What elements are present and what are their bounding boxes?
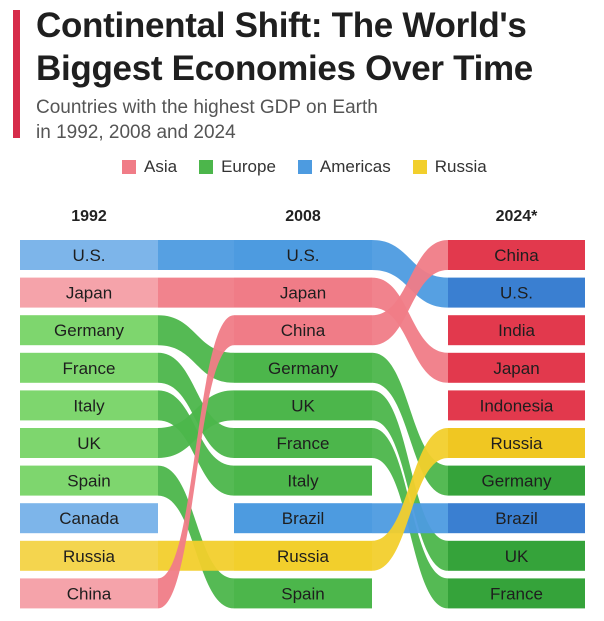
rank-label-1992-france: France	[63, 359, 116, 378]
connector-1992-2008-u-s	[158, 240, 234, 270]
rank-box-2008-italy	[234, 465, 372, 496]
rank-label-2008-france: France	[277, 434, 330, 453]
rank-label-1992-japan: Japan	[66, 284, 112, 303]
rank-box-2024-china	[448, 240, 585, 270]
connector-1992-2008-france	[158, 352, 234, 458]
rank-label-2024-uk: UK	[505, 547, 529, 566]
legend-swatch-asia	[122, 160, 136, 174]
rank-label-2008-germany: Germany	[268, 359, 338, 378]
legend-swatch-europe	[199, 160, 214, 174]
rank-box-1992-canada	[20, 503, 158, 534]
chart-subtitle-line-1: Countries with the highest GDP on Earth	[36, 97, 378, 118]
rank-box-1992-france	[20, 352, 158, 383]
chart-subtitle: Countries with the highest GDP on Earth …	[36, 95, 436, 146]
chart-title-line-2: Biggest Economies Over Time	[36, 49, 533, 89]
connector-1992-2008-spain	[158, 465, 234, 609]
connector-2008-2024-china	[372, 240, 448, 346]
legend-label-europe: Europe	[221, 157, 276, 176]
rank-box-2024-indonesia	[448, 390, 585, 421]
rank-label-1992-canada: Canada	[59, 509, 119, 528]
connector-2008-2024-brazil	[372, 503, 448, 534]
rank-box-2008-spain	[234, 578, 372, 609]
rank-label-1992-russia: Russia	[63, 547, 116, 566]
rank-label-2008-uk: UK	[291, 396, 315, 415]
legend-item-asia: Asia	[122, 157, 177, 177]
legend-item-americas: Americas	[297, 157, 391, 177]
rank-label-2024-russia: Russia	[491, 434, 544, 453]
rank-box-2008-france	[234, 428, 372, 458]
rank-label-1992-china: China	[67, 584, 112, 603]
rank-box-2008-u-s	[234, 240, 372, 270]
rank-label-2024-india: India	[498, 321, 535, 340]
connector-1992-2008-china	[158, 315, 234, 609]
rank-label-2024-brazil: Brazil	[495, 509, 538, 528]
rank-label-2008-italy: Italy	[287, 472, 319, 491]
legend-label-asia: Asia	[144, 157, 178, 176]
rank-label-2024-france: France	[490, 584, 543, 603]
rank-box-2024-brazil	[448, 503, 585, 534]
connector-1992-2008-italy	[158, 390, 234, 496]
rank-label-2024-indonesia: Indonesia	[480, 396, 554, 415]
rank-box-2024-japan	[448, 352, 585, 383]
rank-box-1992-u-s	[20, 240, 158, 270]
rank-label-2008-china: China	[281, 321, 326, 340]
rank-box-2008-germany	[234, 352, 372, 383]
connector-1992-2008-russia	[158, 540, 234, 571]
rank-box-1992-russia	[20, 540, 158, 571]
rank-box-2008-uk	[234, 390, 372, 421]
chart-subtitle-line-2: in 1992, 2008 and 2024	[36, 122, 236, 144]
rank-box-1992-italy	[20, 390, 158, 421]
rank-box-2008-brazil	[234, 503, 372, 534]
rank-label-2024-japan: Japan	[493, 359, 539, 378]
legend-swatch-americas	[297, 160, 312, 174]
rank-box-2024-france	[448, 578, 585, 609]
connector-1992-2008-uk	[158, 390, 234, 458]
rank-box-2008-russia	[234, 540, 372, 571]
title-accent-bar	[13, 10, 20, 138]
rank-box-2024-russia	[448, 428, 585, 458]
rank-label-2008-japan: Japan	[280, 284, 326, 303]
rank-box-2024-germany	[448, 465, 585, 496]
chart-title: Continental Shift: The World's Biggest E…	[36, 4, 533, 90]
rank-label-1992-spain: Spain	[67, 472, 110, 491]
legend-swatch-russia	[412, 160, 427, 174]
column-header-2024: 2024*	[496, 208, 539, 225]
connector-2008-2024-u-s	[372, 240, 448, 308]
rank-label-1992-germany: Germany	[54, 321, 124, 340]
column-header-2008: 2008	[285, 208, 321, 225]
rank-box-1992-uk	[20, 428, 158, 458]
rank-box-2008-china	[234, 315, 372, 346]
rank-label-2008-spain: Spain	[281, 584, 324, 603]
rank-box-2024-india	[448, 315, 585, 346]
connector-2008-2024-japan	[372, 277, 448, 383]
rank-label-1992-italy: Italy	[73, 396, 105, 415]
rank-label-2008-brazil: Brazil	[282, 509, 325, 528]
rank-label-2008-u-s: U.S.	[286, 246, 319, 265]
chart-title-line-1: Continental Shift: The World's	[36, 6, 527, 45]
rank-label-2008-russia: Russia	[277, 547, 330, 566]
connector-1992-2008-japan	[158, 277, 234, 308]
legend-item-russia: Russia	[412, 157, 487, 177]
legend-label-americas: Americas	[319, 157, 391, 176]
rank-box-2024-uk	[448, 540, 585, 571]
legend-item-europe: Europe	[199, 157, 276, 177]
rank-label-1992-u-s: U.S.	[72, 246, 105, 265]
chart-legend: Asia Europe Americas Russia	[122, 157, 509, 177]
column-header-1992: 1992	[71, 208, 107, 225]
rank-box-1992-spain	[20, 465, 158, 496]
rank-box-1992-germany	[20, 315, 158, 346]
rank-label-2024-u-s: U.S.	[500, 284, 533, 303]
rank-label-1992-uk: UK	[77, 434, 101, 453]
rank-label-2024-germany: Germany	[482, 472, 552, 491]
rank-box-2008-japan	[234, 277, 372, 308]
rank-label-2024-china: China	[494, 246, 539, 265]
rank-box-1992-china	[20, 578, 158, 609]
rank-box-2024-u-s	[448, 277, 585, 308]
connector-2008-2024-russia	[372, 428, 448, 571]
rank-box-1992-japan	[20, 277, 158, 308]
legend-label-russia: Russia	[434, 157, 487, 176]
